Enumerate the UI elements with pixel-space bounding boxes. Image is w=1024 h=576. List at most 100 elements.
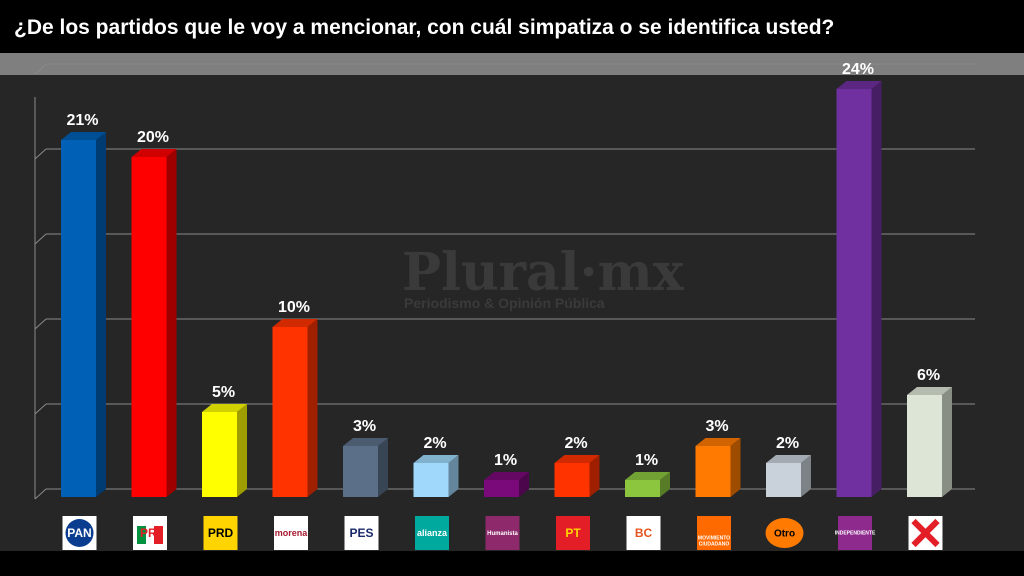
data-label-2: 5% (212, 384, 235, 401)
bar-side-4 (378, 438, 388, 497)
bar-top-5 (413, 455, 459, 463)
bar-4 (343, 438, 388, 497)
bar-0 (61, 132, 106, 497)
bar-12 (907, 387, 952, 497)
bar-2 (202, 404, 247, 497)
gridlines (34, 63, 975, 500)
data-label-6: 1% (494, 452, 517, 469)
bar-front-2 (202, 412, 237, 497)
data-label-11: 24% (842, 61, 874, 78)
bar-side-10 (801, 455, 811, 497)
pt-logo-text: PT (565, 526, 581, 540)
bar-side-1 (166, 149, 177, 497)
otro-logo-text: Otro (774, 528, 795, 539)
prd-logo-text: PRD (208, 526, 234, 540)
data-label-3: 10% (278, 299, 310, 316)
bar-front-8 (625, 480, 660, 497)
bar-top-4 (343, 438, 388, 446)
humanista-logo-text: Humanista (487, 531, 518, 537)
bar-front-11 (836, 89, 872, 497)
bar-front-6 (484, 480, 519, 497)
bar-top-8 (625, 472, 670, 480)
bar-front-5 (413, 463, 449, 497)
data-label-0: 21% (66, 112, 98, 129)
alianza-logo: alianza (415, 516, 449, 550)
independiente-logo-text: INDEPENDIENTE (835, 531, 876, 537)
otro-logo: Otro (765, 518, 804, 548)
bc-logo: BC (626, 516, 661, 550)
bar-side-11 (871, 81, 882, 497)
gridline-25-side (34, 63, 47, 75)
watermark-brand: Plural·mx (402, 242, 685, 303)
bar-5 (413, 455, 459, 497)
bar-10 (766, 455, 811, 497)
bar-side-3 (307, 319, 318, 497)
morena-logo: morena (274, 516, 308, 550)
gridline-15-side (34, 233, 47, 245)
bar-top-7 (554, 455, 600, 463)
bar-side-5 (448, 455, 459, 497)
ninguno-logo (908, 516, 943, 550)
independiente-logo: INDEPENDIENTE (835, 516, 876, 550)
bar-top-0 (61, 132, 106, 140)
pri-logo-text: PRI (140, 526, 160, 540)
bar-9 (695, 438, 741, 497)
bar-3 (272, 319, 318, 497)
prd-logo: PRD (203, 516, 238, 550)
bar-top-3 (272, 319, 318, 327)
slide-title: ¿De los partidos que le voy a mencionar,… (14, 16, 835, 39)
bar-side-8 (660, 472, 670, 497)
gridline-10-side (34, 318, 47, 330)
gridline-0-side (34, 488, 47, 500)
data-label-9: 3% (705, 418, 728, 435)
bar-side-7 (589, 455, 600, 497)
data-label-5: 2% (423, 435, 446, 452)
bar-side-9 (730, 438, 741, 497)
data-label-8: 1% (635, 452, 658, 469)
party-logos: PAN PRI PRD morena PES alianza Humanista PT BC MO… (62, 516, 943, 550)
bar-top-2 (202, 404, 247, 412)
data-label-7: 2% (564, 435, 587, 452)
morena-logo-text: morena (275, 528, 309, 538)
bar-front-9 (695, 446, 731, 497)
bar-top-11 (836, 81, 882, 89)
bar-top-12 (907, 387, 952, 395)
gridline-20-side (34, 148, 47, 160)
watermark-tagline: Periodismo & Opinión Pública (404, 295, 605, 311)
footer-strip (0, 551, 1024, 576)
bar-side-12 (942, 387, 952, 497)
pes-logo: PES (344, 516, 379, 550)
bar-front-4 (343, 446, 378, 497)
bar-top-10 (766, 455, 811, 463)
humanista-logo: Humanista (485, 516, 520, 550)
bar-front-12 (907, 395, 942, 497)
data-label-4: 3% (353, 418, 376, 435)
bar-7 (554, 455, 600, 497)
data-labels: 21% 20% 5% 10% 3% 2% 1% 2% 1% 3% 2% 24% 6% (66, 61, 940, 469)
bc-logo-text: BC (635, 526, 653, 540)
mc-logo-text: MOVIMIENTO (698, 536, 730, 542)
pes-logo-text: PES (349, 526, 373, 540)
bar-side-2 (237, 404, 247, 497)
bar-top-6 (484, 472, 529, 480)
data-label-10: 2% (776, 435, 799, 452)
bar-11 (836, 81, 882, 497)
bar-front-0 (61, 140, 96, 497)
bar-front-3 (272, 327, 308, 497)
bar-top-9 (695, 438, 741, 446)
pan-logo-text: PAN (67, 526, 91, 540)
bars (61, 81, 952, 497)
watermark: Plural·mx Periodismo & Opinión Pública (402, 242, 685, 311)
gridline-5-side (34, 403, 47, 415)
bar-front-7 (554, 463, 590, 497)
data-label-12: 6% (917, 367, 940, 384)
alianza-logo-text: alianza (417, 528, 448, 538)
bar-front-1 (131, 157, 167, 497)
bar-top-1 (131, 149, 177, 157)
bar-6 (484, 472, 529, 497)
bar-side-0 (96, 132, 106, 497)
pri-logo: PRI (133, 516, 167, 550)
